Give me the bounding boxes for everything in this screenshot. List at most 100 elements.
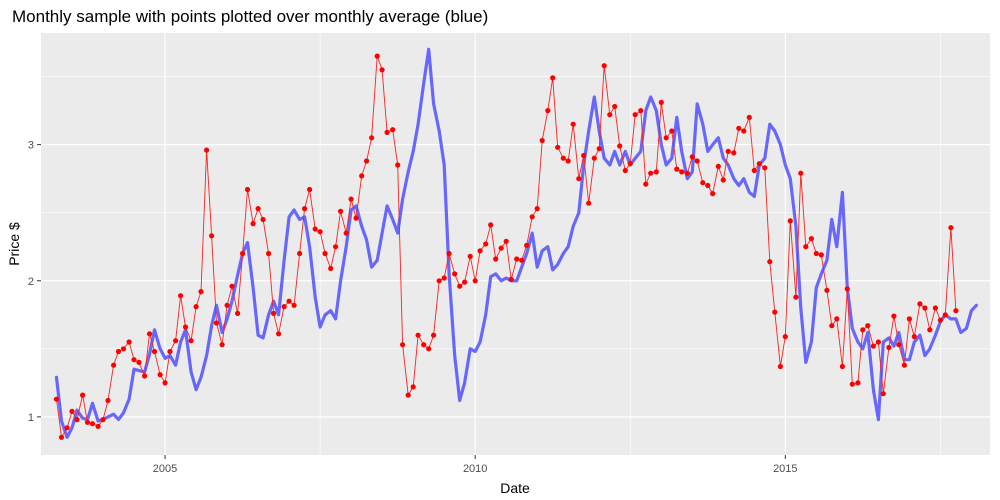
sample-point — [705, 182, 711, 189]
chart-title: Monthly sample with points plotted over … — [12, 7, 488, 26]
sample-point — [115, 348, 122, 355]
sample-point — [762, 165, 768, 171]
sample-point — [607, 112, 613, 118]
sample-point — [64, 425, 70, 431]
sample-point — [555, 144, 561, 150]
sample-point — [348, 196, 354, 202]
sample-point — [286, 298, 292, 304]
sample-point — [689, 154, 695, 160]
sample-point — [95, 423, 101, 429]
sample-point — [710, 191, 716, 197]
sample-point — [142, 373, 148, 379]
sample-point — [213, 320, 220, 326]
sample-point — [942, 312, 948, 318]
sample-point — [653, 169, 659, 175]
sample-point — [715, 163, 721, 169]
y-axis-ticks: 1 2 3 — [28, 140, 41, 424]
sample-point — [364, 158, 370, 164]
sample-point — [674, 166, 680, 172]
sample-point — [436, 278, 442, 284]
sample-point — [178, 293, 184, 299]
sample-point — [860, 327, 866, 333]
sample-point — [632, 112, 638, 118]
sample-point — [612, 103, 618, 110]
sample-point — [328, 265, 334, 272]
sample-point — [777, 363, 784, 370]
sample-point — [58, 434, 65, 440]
sample-point — [84, 419, 91, 425]
sample-point — [503, 238, 509, 244]
sample-point — [524, 242, 530, 248]
sample-point — [452, 271, 458, 277]
sample-point — [235, 310, 241, 316]
sample-point — [638, 108, 644, 114]
sample-point — [338, 208, 344, 214]
y-axis-title: Price $ — [6, 222, 22, 266]
sample-point — [891, 313, 897, 319]
sample-point — [131, 357, 137, 363]
sample-point — [421, 342, 427, 348]
sample-point — [400, 342, 406, 348]
sample-point — [369, 135, 375, 141]
x-axis-ticks: 2005 2010 2015 — [153, 455, 798, 475]
sample-point — [570, 121, 576, 127]
sample-point — [948, 225, 954, 231]
sample-point — [906, 316, 913, 322]
plot-panel — [41, 33, 990, 455]
sample-point — [498, 245, 504, 251]
sample-point — [772, 309, 778, 315]
sample-point — [622, 167, 628, 174]
sample-point — [720, 177, 726, 183]
sample-point — [751, 167, 757, 174]
sample-point — [663, 135, 669, 141]
sample-point — [793, 294, 799, 300]
sample-point — [514, 256, 520, 262]
sample-point — [157, 372, 163, 378]
sample-point — [467, 253, 473, 259]
sample-point — [105, 397, 111, 404]
sample-point — [839, 363, 846, 370]
sample-point — [462, 279, 468, 285]
sample-point — [565, 158, 571, 164]
sample-point — [204, 147, 210, 153]
sample-point — [209, 233, 215, 239]
sample-point — [405, 392, 411, 398]
sample-point — [880, 391, 886, 397]
sample-point — [224, 302, 230, 308]
sample-point — [151, 348, 158, 355]
sample-point — [188, 338, 194, 344]
sample-point — [244, 186, 251, 193]
sample-point — [756, 161, 762, 167]
sample-point — [798, 170, 804, 176]
sample-point — [493, 256, 499, 262]
sample-series — [53, 53, 959, 440]
sample-point — [669, 128, 675, 134]
sample-point — [219, 342, 225, 348]
sample-point — [679, 169, 685, 175]
x-axis-title: Date — [500, 480, 530, 496]
sample-point — [596, 146, 602, 152]
sample-point — [658, 99, 664, 105]
sample-point — [53, 396, 60, 402]
sample-point — [725, 148, 731, 154]
sample-point — [260, 216, 266, 223]
sample-point — [426, 346, 432, 352]
sample-point — [953, 308, 959, 314]
sample-point — [312, 226, 318, 232]
sample-point — [896, 342, 902, 348]
sample-point — [829, 323, 835, 329]
sample-point — [808, 236, 815, 242]
sample-point — [617, 143, 623, 149]
sample-point — [167, 348, 173, 355]
sample-point — [550, 75, 556, 81]
sample-point — [803, 244, 809, 250]
y-tick-label: 1 — [28, 412, 34, 424]
x-tick-label: 2015 — [773, 463, 797, 475]
sample-point — [767, 259, 773, 265]
sample-point — [601, 63, 607, 69]
sample-point — [927, 327, 933, 333]
sample-point — [126, 339, 132, 345]
sample-point — [457, 283, 463, 289]
